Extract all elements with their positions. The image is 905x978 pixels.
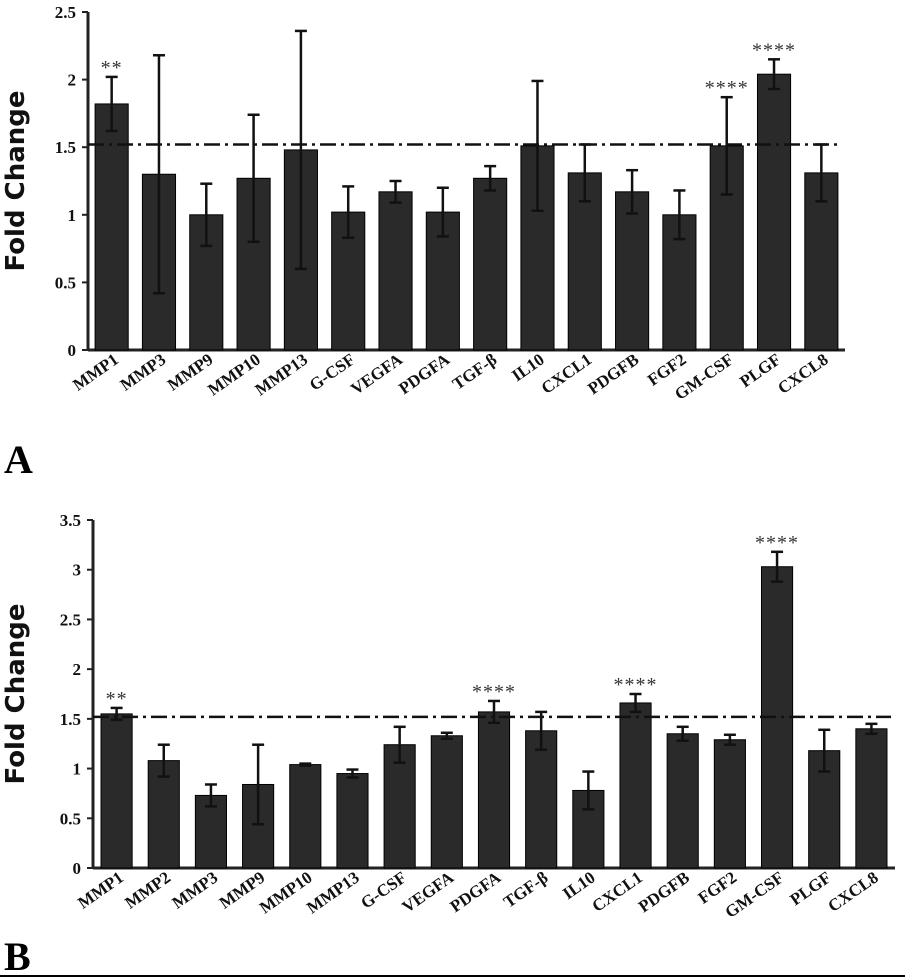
panel-letter: A: [4, 437, 33, 482]
x-tick-label: MMP13: [303, 868, 363, 918]
x-tick-label: PDGFB: [635, 868, 693, 917]
bar: [100, 713, 133, 869]
bar: [378, 191, 413, 351]
bar: [430, 735, 463, 869]
y-tick-label: 2.5: [60, 610, 81, 629]
bar: [756, 73, 792, 351]
x-tick-label: CXCL1: [589, 868, 646, 916]
y-tick-label: 2: [68, 71, 77, 90]
x-tick-label: MMP10: [204, 350, 264, 400]
significance-label: **: [101, 57, 123, 79]
y-tick-label: 1: [68, 206, 77, 225]
y-tick-label: 0.5: [55, 273, 76, 292]
x-tick-label: MMP2: [121, 868, 174, 913]
bar: [289, 764, 322, 869]
x-tick-label: MMP3: [117, 350, 170, 395]
y-tick-label: 0: [68, 341, 77, 360]
x-tick-label: MMP13: [252, 350, 312, 400]
x-tick-label: TGF-β: [449, 350, 501, 394]
bar: [383, 744, 416, 869]
x-tick-label: PDGFB: [584, 350, 642, 399]
x-tick-label: TGF-β: [500, 868, 552, 912]
bar: [855, 728, 888, 869]
bar: [615, 191, 650, 351]
y-tick-label: 1: [73, 760, 82, 779]
bar: [666, 733, 699, 869]
x-tick-label: VEGFA: [347, 349, 406, 398]
x-tick-label: PDGFA: [446, 867, 504, 916]
bar: [473, 177, 508, 351]
x-tick-label: CXCL8: [774, 350, 831, 398]
x-tick-label: MMP1: [69, 350, 122, 395]
y-tick-label: 0: [73, 859, 82, 878]
significance-label: ****: [752, 39, 796, 61]
y-tick-label: 1.5: [60, 710, 81, 729]
panel-letter: B: [4, 934, 31, 978]
bar: [713, 739, 746, 869]
y-tick-label: 0.5: [60, 809, 81, 828]
bar: [525, 730, 558, 869]
x-tick-label: MMP1: [74, 868, 127, 913]
y-tick-label: 1.5: [55, 138, 76, 157]
bar: [147, 760, 180, 869]
significance-label: ****: [472, 681, 516, 703]
x-tick-label: CXCL8: [824, 868, 881, 916]
y-tick-label: 2: [73, 660, 82, 679]
significance-label: ****: [705, 77, 749, 99]
bar: [336, 773, 369, 869]
y-tick-label: 2.5: [55, 3, 76, 22]
x-tick-label: VEGFA: [399, 867, 458, 916]
y-tick-label: 3.5: [60, 511, 81, 530]
y-axis-label: Fold Change: [1, 603, 31, 784]
x-tick-label: MMP3: [169, 868, 222, 913]
y-tick-label: 3: [73, 561, 82, 580]
bar: [477, 711, 511, 869]
bar: [425, 211, 460, 351]
bar: [619, 702, 652, 869]
y-axis-label: Fold Change: [1, 90, 31, 271]
significance-label: **: [106, 688, 128, 710]
significance-label: ****: [755, 532, 799, 554]
bar: [94, 103, 129, 351]
significance-label: ****: [614, 674, 658, 696]
x-tick-label: PDGFA: [395, 349, 453, 398]
x-tick-label: MMP10: [256, 868, 316, 918]
x-tick-label: CXCL1: [538, 350, 595, 398]
